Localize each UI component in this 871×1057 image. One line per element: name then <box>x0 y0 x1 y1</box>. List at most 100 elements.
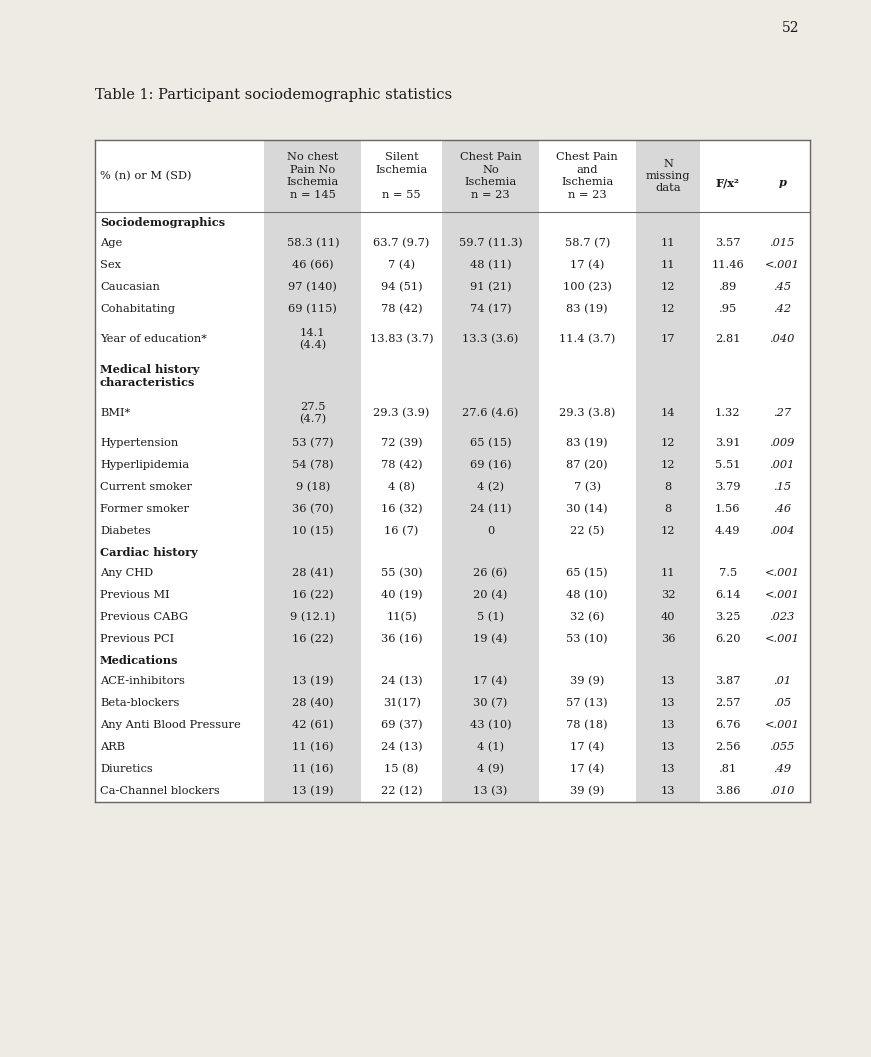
Text: 11: 11 <box>661 260 675 270</box>
Text: 63.7 (9.7): 63.7 (9.7) <box>374 238 430 248</box>
Text: 78 (42): 78 (42) <box>381 303 422 314</box>
Text: 20 (4): 20 (4) <box>473 590 508 600</box>
Text: 6.76: 6.76 <box>715 720 740 730</box>
Text: 12: 12 <box>661 526 675 536</box>
Text: 43 (10): 43 (10) <box>469 720 511 730</box>
Text: Table 1: Participant sociodemographic statistics: Table 1: Participant sociodemographic st… <box>95 88 452 101</box>
Text: p: p <box>779 164 787 188</box>
Text: 11.4 (3.7): 11.4 (3.7) <box>559 334 616 345</box>
Text: 16 (32): 16 (32) <box>381 504 422 514</box>
Text: .015: .015 <box>770 238 795 248</box>
Text: 24 (13): 24 (13) <box>381 675 422 686</box>
Text: 39 (9): 39 (9) <box>571 675 604 686</box>
Text: 32 (6): 32 (6) <box>571 612 604 623</box>
Text: .15: .15 <box>773 482 792 492</box>
Text: 4 (1): 4 (1) <box>476 742 504 753</box>
Text: .81: .81 <box>719 764 737 774</box>
Text: Current smoker: Current smoker <box>100 482 192 492</box>
Text: 13: 13 <box>661 676 675 686</box>
Text: Cardiac history: Cardiac history <box>100 546 198 557</box>
Text: 30 (14): 30 (14) <box>566 504 608 514</box>
Text: 11 (16): 11 (16) <box>292 764 334 774</box>
Text: 1.32: 1.32 <box>715 408 740 418</box>
Text: 54 (78): 54 (78) <box>292 460 334 470</box>
Text: Any CHD: Any CHD <box>100 568 153 578</box>
Text: Medical history
characteristics: Medical history characteristics <box>100 364 199 388</box>
Text: 22 (5): 22 (5) <box>571 525 604 536</box>
Text: 17 (4): 17 (4) <box>473 675 508 686</box>
Text: 13: 13 <box>661 764 675 774</box>
Text: 11(5): 11(5) <box>386 612 417 623</box>
Text: Medications: Medications <box>100 654 179 666</box>
Bar <box>95 140 810 802</box>
Text: 7 (3): 7 (3) <box>574 482 601 493</box>
Text: 78 (18): 78 (18) <box>566 720 608 730</box>
Text: 78 (42): 78 (42) <box>381 460 422 470</box>
Text: 3.87: 3.87 <box>715 676 740 686</box>
Text: 13 (19): 13 (19) <box>292 675 334 686</box>
Text: 52: 52 <box>782 21 800 35</box>
Text: 72 (39): 72 (39) <box>381 438 422 448</box>
Text: 12: 12 <box>661 304 675 314</box>
Text: Hyperlipidemia: Hyperlipidemia <box>100 460 189 470</box>
Text: 31(17): 31(17) <box>382 698 421 708</box>
Text: Age: Age <box>100 238 122 248</box>
Text: 28 (40): 28 (40) <box>292 698 334 708</box>
Text: 29.3 (3.9): 29.3 (3.9) <box>374 408 430 419</box>
Text: 19 (4): 19 (4) <box>473 634 508 644</box>
Text: 13: 13 <box>661 720 675 730</box>
Text: 24 (11): 24 (11) <box>469 504 511 514</box>
Text: .49: .49 <box>773 764 792 774</box>
Text: 0: 0 <box>487 526 494 536</box>
Text: <.001: <.001 <box>765 720 800 730</box>
Text: Chest Pain
No
Ischemia
n = 23: Chest Pain No Ischemia n = 23 <box>460 152 522 200</box>
Text: 12: 12 <box>661 460 675 470</box>
Text: 4.49: 4.49 <box>715 526 740 536</box>
Text: .010: .010 <box>770 786 795 796</box>
Text: 69 (37): 69 (37) <box>381 720 422 730</box>
Text: 7.5: 7.5 <box>719 568 737 578</box>
Text: 4 (8): 4 (8) <box>388 482 415 493</box>
Text: 8: 8 <box>665 482 672 492</box>
Text: 3.79: 3.79 <box>715 482 740 492</box>
Text: 87 (20): 87 (20) <box>566 460 608 470</box>
Text: 16 (22): 16 (22) <box>292 590 334 600</box>
Text: 16 (22): 16 (22) <box>292 634 334 644</box>
Text: .05: .05 <box>773 698 792 708</box>
Text: <.001: <.001 <box>765 260 800 270</box>
Text: .055: .055 <box>770 742 795 752</box>
Text: Ca-Channel blockers: Ca-Channel blockers <box>100 786 219 796</box>
Text: 1.56: 1.56 <box>715 504 740 514</box>
Bar <box>636 140 700 802</box>
Text: .023: .023 <box>770 612 795 622</box>
Text: <.001: <.001 <box>765 568 800 578</box>
Text: 83 (19): 83 (19) <box>566 438 608 448</box>
Text: Diuretics: Diuretics <box>100 764 152 774</box>
Text: ACE-inhibitors: ACE-inhibitors <box>100 676 185 686</box>
Text: 32: 32 <box>661 590 675 600</box>
Text: N
missing
data: N missing data <box>645 159 690 193</box>
Text: 36 (70): 36 (70) <box>292 504 334 514</box>
Text: .45: .45 <box>773 282 792 292</box>
Text: 57 (13): 57 (13) <box>566 698 608 708</box>
Text: 97 (140): 97 (140) <box>288 282 337 292</box>
Text: 9 (12.1): 9 (12.1) <box>290 612 335 623</box>
Text: 40 (19): 40 (19) <box>381 590 422 600</box>
Text: 2.56: 2.56 <box>715 742 740 752</box>
Text: Year of education*: Year of education* <box>100 334 207 344</box>
Text: 3.25: 3.25 <box>715 612 740 622</box>
Text: 27.5
(4.7): 27.5 (4.7) <box>300 402 327 425</box>
Text: 9 (18): 9 (18) <box>295 482 330 493</box>
Text: .040: .040 <box>770 334 795 344</box>
Text: 11: 11 <box>661 568 675 578</box>
Text: 11.46: 11.46 <box>712 260 744 270</box>
Text: 6.14: 6.14 <box>715 590 740 600</box>
Text: <.001: <.001 <box>765 590 800 600</box>
Text: 3.91: 3.91 <box>715 438 740 448</box>
Text: .89: .89 <box>719 282 737 292</box>
Text: 5.51: 5.51 <box>715 460 740 470</box>
Text: 24 (13): 24 (13) <box>381 742 422 753</box>
Text: 13.3 (3.6): 13.3 (3.6) <box>463 334 518 345</box>
Text: .95: .95 <box>719 304 737 314</box>
Bar <box>265 140 361 802</box>
